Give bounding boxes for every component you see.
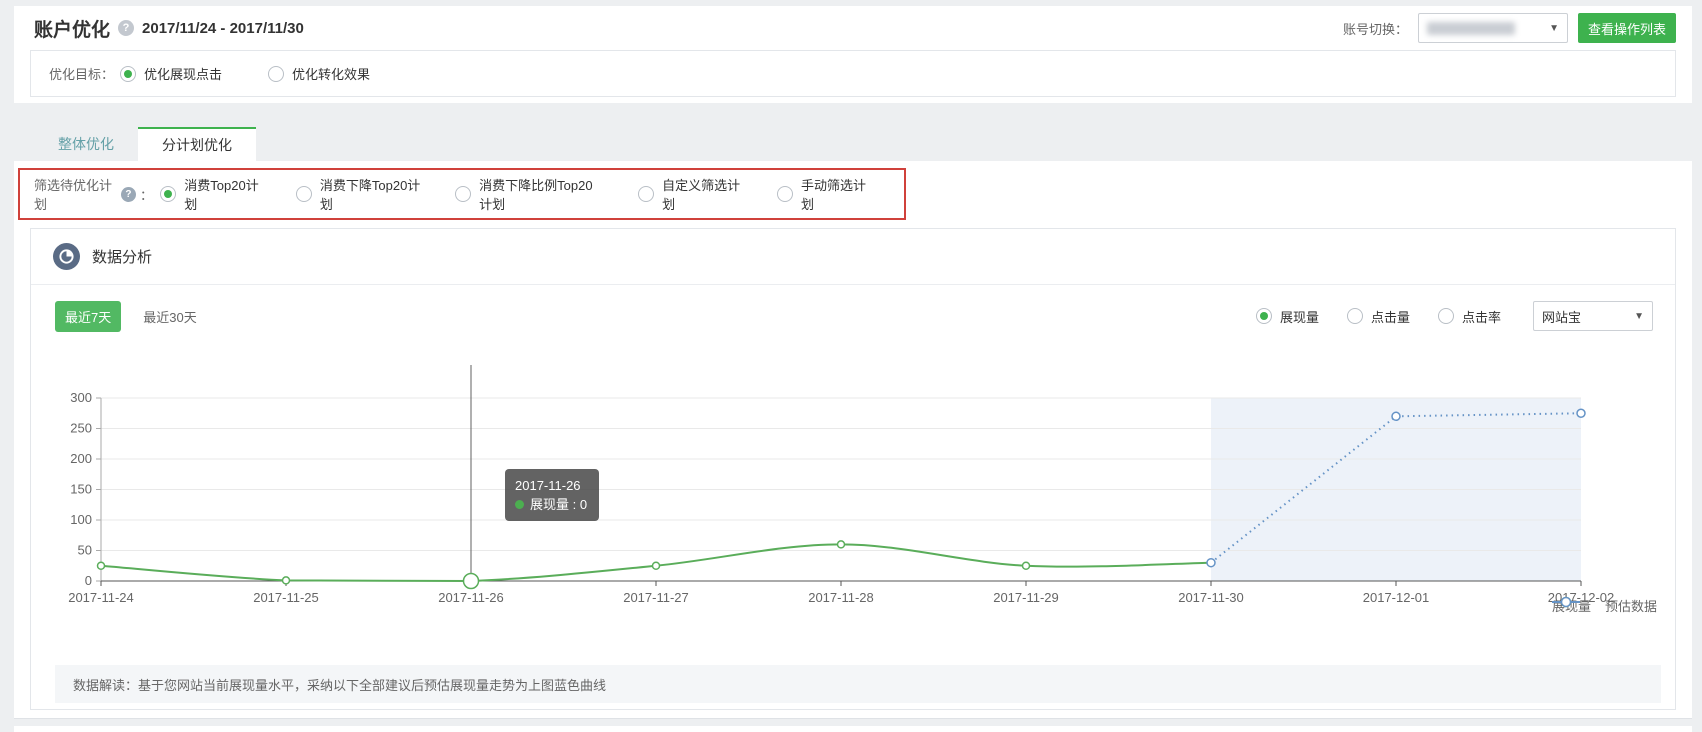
- filter-option-top20-spend-drop-ratio[interactable]: 消费下降比例Top20计划: [455, 175, 604, 213]
- data-interpretation-note: 数据解读：基于您网站当前展现量水平，采纳以下全部建议后预估展现量走势为上图蓝色曲…: [55, 665, 1661, 703]
- svg-text:2017-11-27: 2017-11-27: [623, 590, 689, 605]
- plan-filter-row-highlighted: 筛选待优化计划 ? ： 消费Top20计划 消费下降Top20计划 消费下降比例…: [18, 168, 906, 220]
- filter-option-top20-spend[interactable]: 消费Top20计划: [160, 175, 262, 213]
- svg-text:150: 150: [70, 482, 92, 497]
- svg-text:2017-11-28: 2017-11-28: [808, 590, 874, 605]
- optimization-goal-box: 优化目标： 优化展现点击 优化转化效果: [30, 50, 1676, 97]
- help-icon[interactable]: ?: [120, 186, 136, 202]
- product-select[interactable]: 网站宝 ▼: [1533, 301, 1653, 331]
- radio-icon: [1346, 308, 1363, 324]
- svg-text:0: 0: [85, 573, 92, 588]
- svg-text:2017-11-24: 2017-11-24: [68, 590, 134, 605]
- svg-text:2017-11-30: 2017-11-30: [1178, 590, 1244, 605]
- account-select[interactable]: ▼: [1417, 13, 1568, 43]
- line-chart[interactable]: 0 50 100 150 200 250 300 2017-11-24 2017-11-25 20…: [31, 347, 1675, 617]
- metric-option-clicks[interactable]: 点击量: [1346, 307, 1410, 326]
- svg-text:200: 200: [70, 451, 92, 466]
- date-range: 2017/11/24 - 2017/11/30: [142, 19, 304, 37]
- chart-legend: 展现量 预估数据: [1551, 596, 1657, 615]
- pie-chart-icon: [53, 243, 80, 270]
- radio-icon: [268, 65, 285, 82]
- filter-option-top20-spend-drop[interactable]: 消费下降Top20计划: [295, 175, 421, 213]
- metric-option-ctr[interactable]: 点击率: [1437, 307, 1501, 326]
- filter-option-manual[interactable]: 手动筛选计划: [777, 175, 870, 213]
- svg-text:2017-12-01: 2017-12-01: [1363, 590, 1430, 605]
- radio-icon: [160, 186, 177, 202]
- radio-icon: [295, 186, 312, 202]
- next-section-edge: [14, 726, 1692, 732]
- data-analysis-panel: 数据分析 最近7天 最近30天 展现量 点击量 点击率 网站宝: [30, 228, 1676, 710]
- radio-icon: [455, 186, 472, 202]
- svg-text:300: 300: [70, 390, 92, 405]
- filter-option-custom[interactable]: 自定义筛选计划: [638, 175, 743, 213]
- tab-overall-optimization[interactable]: 整体优化: [58, 136, 114, 152]
- radio-icon: [638, 186, 655, 202]
- tab-bar: 整体优化 分计划优化: [14, 103, 1692, 161]
- legend-item-forecast[interactable]: 预估数据: [1551, 596, 1657, 615]
- chart-controls: 最近7天 最近30天 展现量 点击量 点击率 网站宝 ▼: [31, 285, 1675, 347]
- radio-icon: [777, 186, 793, 202]
- range-7days-button[interactable]: 最近7天: [55, 300, 122, 332]
- page-header: 账户优化 ? 2017/11/24 - 2017/11/30 账号切换： ▼ 查…: [14, 6, 1692, 50]
- radio-icon: [120, 65, 137, 82]
- goal-label: 优化目标：: [49, 67, 115, 82]
- goal-option-impression-click[interactable]: 优化展现点击: [120, 64, 222, 83]
- metric-option-impressions[interactable]: 展现量: [1255, 307, 1319, 326]
- range-30days-button[interactable]: 最近30天: [143, 309, 197, 325]
- caret-down-icon: ▼: [1634, 310, 1644, 322]
- svg-text:250: 250: [70, 421, 92, 436]
- view-operations-button[interactable]: 查看操作列表: [1577, 13, 1676, 43]
- svg-text:2017-11-25: 2017-11-25: [253, 590, 319, 605]
- goal-option-conversion[interactable]: 优化转化效果: [268, 64, 370, 83]
- legend-line-icon: [1551, 596, 1580, 608]
- svg-text:2017-11-26: 2017-11-26: [438, 590, 504, 605]
- chart-canvas[interactable]: 0 50 100 150 200 250 300 2017-11-24 2017-11-25 20…: [31, 347, 1675, 617]
- tab-per-plan-optimization[interactable]: 分计划优化: [138, 127, 256, 161]
- svg-text:100: 100: [70, 512, 92, 527]
- radio-icon: [1437, 308, 1454, 324]
- svg-text:50: 50: [78, 543, 92, 558]
- svg-text:2017-11-29: 2017-11-29: [993, 590, 1059, 605]
- data-analysis-header: 数据分析: [31, 229, 1675, 285]
- help-icon[interactable]: ?: [118, 20, 135, 36]
- data-analysis-title: 数据分析: [92, 249, 153, 266]
- account-switch-label: 账号切换：: [1342, 21, 1408, 37]
- page-title: 账户优化: [34, 19, 111, 41]
- account-value-redacted: [1426, 21, 1515, 35]
- radio-icon: [1255, 308, 1272, 324]
- filter-label: 筛选待优化计划: [34, 178, 113, 212]
- main-panel: 账户优化 ? 2017/11/24 - 2017/11/30 账号切换： ▼ 查…: [14, 6, 1692, 719]
- caret-down-icon: ▼: [1549, 22, 1559, 34]
